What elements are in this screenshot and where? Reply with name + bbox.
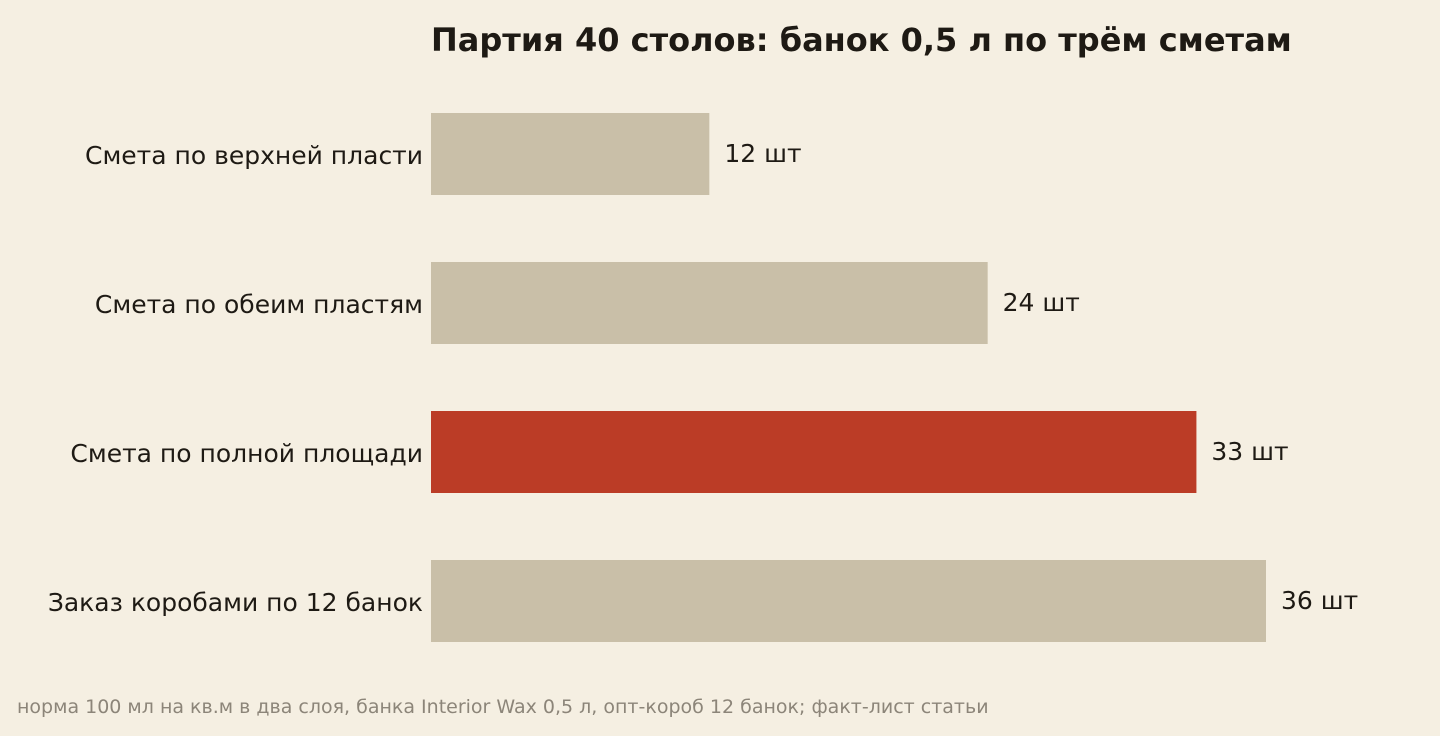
bar-3 [431, 411, 1197, 493]
bar-1 [431, 113, 710, 195]
category-label-4: Заказ коробами по 12 банок [48, 588, 423, 617]
category-label-1: Смета по верхней пласти [85, 141, 423, 170]
value-label-2: 24 шт [1003, 288, 1080, 317]
value-label-4: 36 шт [1281, 586, 1358, 615]
bar-4 [431, 560, 1266, 642]
bars-group: Смета по верхней пласти 12 шт Смета по обе… [48, 113, 1358, 642]
category-label-2: Смета по обеим пластям [95, 290, 423, 319]
chart-title: Партия 40 столов: банок 0,5 л по трём см… [431, 21, 1292, 59]
footnote: норма 100 мл на кв.м в два слоя, банка I… [17, 696, 989, 718]
value-label-1: 12 шт [724, 139, 801, 168]
category-label-3: Смета по полной площади [70, 439, 423, 468]
value-label-3: 33 шт [1211, 437, 1288, 466]
bar-2 [431, 262, 988, 344]
